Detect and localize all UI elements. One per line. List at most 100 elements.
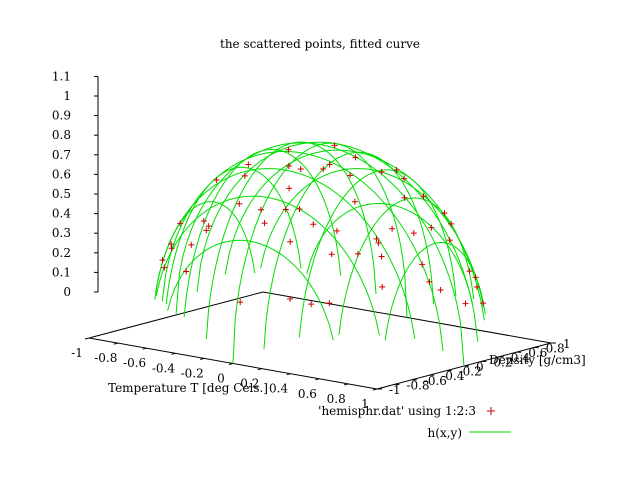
y-tick-label: 1 (563, 337, 571, 351)
y-tick-label: 0.8 (546, 342, 565, 356)
data-point (257, 206, 264, 213)
data-point (480, 300, 487, 307)
x-tick-label: 0.8 (327, 392, 346, 406)
surface-grid-line (232, 142, 408, 364)
surface-grid-line (155, 195, 380, 336)
z-tick-label: 1.1 (52, 69, 71, 83)
y-axis-label: Density [g/cm3] (489, 353, 586, 367)
x-tick-label: -0.8 (94, 351, 117, 365)
data-point (437, 287, 444, 294)
fitted-surface (154, 141, 486, 367)
y-tick-label: 0.4 (511, 351, 530, 365)
data-point (241, 172, 248, 179)
z-tick-label: 0.9 (52, 109, 71, 123)
z-tick-label: 0.1 (52, 265, 71, 279)
x-tick-label: 0 (217, 372, 225, 386)
data-point (401, 194, 408, 201)
data-point (297, 166, 304, 173)
y-tick-label: -0.2 (459, 365, 482, 379)
x-tick (286, 373, 291, 376)
data-point (285, 162, 292, 169)
data-point (328, 251, 335, 258)
data-point (326, 300, 333, 307)
surface-grid-line (175, 142, 465, 367)
y-tick-label: 0 (476, 360, 484, 374)
data-point (378, 253, 385, 260)
data-point (287, 238, 294, 245)
z-tick-label: 0.3 (52, 226, 71, 240)
data-point (287, 295, 294, 302)
y-tick-label: -0.8 (406, 378, 429, 392)
data-point (310, 221, 317, 228)
data-point (393, 167, 400, 173)
x-tick (142, 347, 147, 350)
x-tick-label: 0.6 (298, 387, 317, 401)
z-tick-label: 0.4 (52, 207, 71, 221)
surface-grid-line (167, 239, 334, 341)
data-point (320, 166, 327, 173)
z-tick-label: 0.2 (52, 246, 71, 260)
z-tick-label: 0.6 (52, 167, 71, 181)
x-tick-label: 1 (361, 397, 369, 411)
data-point (333, 227, 340, 234)
x-tick (344, 383, 349, 386)
x-tick-label: -0.2 (181, 366, 204, 380)
z-tick-label: 0.7 (52, 148, 71, 162)
z-tick-label: 0 (63, 285, 71, 299)
x-tick (315, 378, 320, 381)
x-tick (200, 357, 205, 360)
data-point (410, 230, 417, 237)
data-point (188, 241, 195, 248)
data-point (378, 168, 385, 175)
data-point (168, 245, 175, 252)
y-tick-label: -1 (389, 383, 401, 397)
x-tick (228, 363, 234, 365)
data-point (159, 257, 166, 264)
data-point (282, 206, 289, 213)
x-tick-label: -1 (71, 346, 83, 360)
x-tick-label: 0.4 (269, 382, 288, 396)
data-point (428, 224, 435, 231)
surface-grid-line (384, 241, 486, 341)
legend-label-points: 'hemisphr.dat' using 1:2:3 (318, 404, 476, 418)
z-tick-label: 0.8 (52, 128, 71, 142)
data-point (420, 193, 427, 200)
surface-grid-line (306, 202, 473, 304)
data-point (441, 210, 448, 217)
data-point (168, 240, 175, 247)
data-point (183, 268, 190, 275)
legend-label-surface: h(x,y) (428, 426, 462, 440)
x-tick-label: -0.6 (123, 356, 146, 370)
data-point (245, 161, 252, 168)
data-point (347, 172, 354, 179)
surface-grid-line (263, 151, 435, 350)
data-point (375, 239, 382, 246)
x-tick-label: -0.4 (152, 361, 176, 375)
data-point (389, 225, 396, 232)
data-point (177, 220, 184, 227)
y-tick-label: -0.4 (441, 369, 465, 383)
legend: 'hemisphr.dat' using 1:2:3 h(x,y) (318, 404, 511, 440)
tick-labels: -1 -0.8 -0.6 -0.4 -0.2 0 0.2 0.4 0.6 0.8 1-1 -0.8-0… (52, 69, 571, 411)
x-axis-label: Temperature T [deg Cels.] (108, 381, 268, 395)
x-tick (372, 388, 378, 391)
z-tick-label: 0.5 (52, 187, 71, 201)
data-point (200, 218, 207, 225)
data-point (286, 185, 293, 192)
data-point (466, 268, 473, 275)
data-point (352, 154, 359, 161)
y-tick-label: 0.6 (528, 346, 547, 360)
data-point (351, 198, 358, 205)
x-tick (84, 337, 90, 340)
data-point (285, 146, 292, 153)
x-tick-label: 0.2 (240, 377, 259, 391)
x-tick (113, 342, 118, 345)
data-point (401, 175, 408, 182)
x-tick (257, 368, 262, 371)
data-point (472, 274, 479, 281)
y-tick-label: -0.6 (424, 374, 447, 388)
legend-marker-points (487, 407, 495, 415)
data-point (326, 161, 333, 168)
scatter-points (159, 142, 487, 308)
